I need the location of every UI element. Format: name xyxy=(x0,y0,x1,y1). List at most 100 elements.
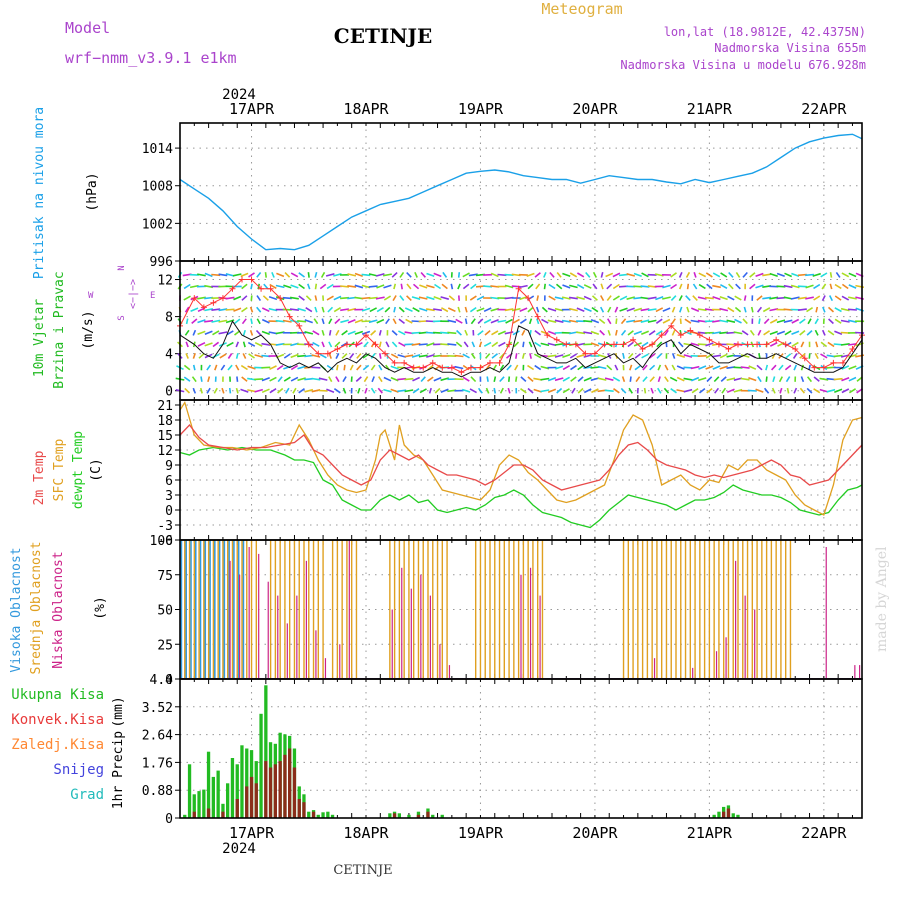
precip-conv-bar-21 xyxy=(727,809,730,819)
ytick-label-2-2: 0 xyxy=(165,504,173,519)
precip-total-bar-41 xyxy=(717,812,720,818)
day-label-top-2: 19APR xyxy=(458,100,504,118)
precip-total-bar-29 xyxy=(321,812,324,818)
precip-conv-bar-7 xyxy=(264,761,267,818)
year-bottom: 2024 xyxy=(222,841,256,857)
watermark: made by Angel xyxy=(874,546,890,652)
precip-total-bar-4 xyxy=(202,790,205,818)
compass-arrows: <−|−> xyxy=(128,279,139,309)
pressure-unit: (hPa) xyxy=(85,172,100,211)
ytick-label-0-3: 1014 xyxy=(142,142,173,157)
day-label-bottom-1: 18APR xyxy=(343,824,389,842)
precip-conv-bar-0 xyxy=(193,812,196,818)
ytick-label-4-0: 0 xyxy=(165,812,173,827)
ytick-label-4-4: 3.52 xyxy=(142,701,173,716)
model-label: Model xyxy=(65,19,110,37)
precip-conv-bar-6 xyxy=(255,783,258,818)
cloud-unit: (%) xyxy=(93,596,108,619)
ytick-label-1-2: 8 xyxy=(165,311,173,326)
precip-conv-bar-11 xyxy=(283,755,286,818)
precip-conv-bar-16 xyxy=(312,812,315,818)
elevation-text: Nadmorska Visina 655m xyxy=(714,41,866,55)
precip-conv-bar-19 xyxy=(426,812,429,818)
ytick-label-2-9: 21 xyxy=(157,399,173,414)
precip-total-bar-26 xyxy=(307,812,310,818)
precip-legend-frz: Zaledj.Kisa xyxy=(11,737,104,753)
precip-conv-bar-14 xyxy=(298,799,301,818)
ytick-label-3-2: 50 xyxy=(157,604,173,619)
ytick-label-4-5: 4.4 xyxy=(150,673,174,688)
ytick-label-3-4: 100 xyxy=(150,534,173,549)
wind-ylabel2: Brzina i Pravac xyxy=(52,271,67,388)
precip-total-bar-30 xyxy=(326,812,329,818)
precip-conv-bar-12 xyxy=(288,749,291,819)
precip-conv-bar-8 xyxy=(269,768,272,819)
ytick-label-0-1: 1002 xyxy=(142,217,173,232)
wind-unit: (m/s) xyxy=(81,310,96,349)
precip-conv-bar-3 xyxy=(236,799,239,818)
wind-ylabel: 10m Vjetar xyxy=(32,299,47,377)
temp-ylabel-sfc: SFC Temp xyxy=(52,439,67,502)
precip-total-bar-6 xyxy=(212,777,215,818)
temp-unit: (C) xyxy=(89,458,104,481)
precip-total-bar-5 xyxy=(207,752,210,818)
station-title: CETINJE xyxy=(334,24,432,48)
temp-ylabel-dew: dewpt Temp xyxy=(71,431,86,509)
precip-total-bar-3 xyxy=(197,791,200,818)
precip-total-bar-12 xyxy=(240,745,243,818)
product-title: Meteogram xyxy=(541,0,622,18)
precip-legend-snow: Snijeg xyxy=(53,762,104,778)
ytick-label-1-3: 12 xyxy=(157,274,173,289)
precip-ylabel: 1hr Precip xyxy=(111,731,126,809)
day-label-bottom-0: 17APR xyxy=(229,824,275,842)
precip-total-bar-9 xyxy=(226,783,229,818)
day-label-top-1: 18APR xyxy=(343,100,389,118)
day-label-bottom-5: 22APR xyxy=(801,824,847,842)
precip-conv-bar-5 xyxy=(250,777,253,818)
ytick-label-3-1: 25 xyxy=(157,638,173,653)
ytick-label-2-4: 6 xyxy=(165,474,173,489)
precip-conv-bar-2 xyxy=(221,812,224,818)
ytick-label-2-1: -3 xyxy=(157,519,173,534)
precip-legend-conv: Konvek.Kisa xyxy=(11,712,104,728)
precip-conv-bar-4 xyxy=(245,786,248,818)
model-elevation-text: Nadmorska Visina u modelu 676.928m xyxy=(620,58,866,72)
ytick-label-4-2: 1.76 xyxy=(142,756,173,771)
precip-legend-total: Ukupna Kisa xyxy=(11,687,104,703)
compass-w: W xyxy=(88,291,94,301)
cloud-ylabel-low: Niska Oblacnost xyxy=(51,551,66,668)
ytick-label-1-1: 4 xyxy=(165,348,173,363)
precip-conv-bar-15 xyxy=(302,802,305,818)
day-label-top-0: 17APR xyxy=(229,100,275,118)
day-label-top-5: 22APR xyxy=(801,100,847,118)
precip-total-bar-10 xyxy=(231,758,234,818)
day-label-bottom-4: 21APR xyxy=(687,824,733,842)
ytick-label-0-2: 1008 xyxy=(142,180,173,195)
pressure-ylabel: Pritisak na nivou mora xyxy=(32,107,47,279)
ytick-label-4-1: 0.88 xyxy=(142,784,173,799)
precip-conv-bar-1 xyxy=(207,809,210,819)
cloud-ylabel-high: Visoka Oblacnost xyxy=(9,547,24,672)
lonlat-text: lon,lat (18.9812E, 42.4375N) xyxy=(664,25,866,39)
precip-conv-bar-20 xyxy=(722,812,725,818)
ytick-label-0-0: 996 xyxy=(150,255,173,270)
model-name: wrf−nmm_v3.9.1 e1km xyxy=(65,49,237,67)
compass-e: E xyxy=(150,291,155,301)
ytick-label-4-3: 2.64 xyxy=(142,729,173,744)
day-label-top-3: 20APR xyxy=(572,100,618,118)
day-label-top-4: 21APR xyxy=(687,100,733,118)
precip-total-bar-1 xyxy=(188,764,191,818)
precip-total-bar-7 xyxy=(217,771,220,818)
compass-s: S xyxy=(117,315,127,320)
day-label-bottom-2: 19APR xyxy=(458,824,504,842)
footer-title: CETINJE xyxy=(333,863,392,878)
temp-ylabel-2m: 2m Temp xyxy=(32,450,47,505)
ytick-label-2-8: 18 xyxy=(157,414,173,429)
ytick-label-2-3: 3 xyxy=(165,489,173,504)
precip-total-bar-16 xyxy=(259,714,262,818)
precip-conv-bar-13 xyxy=(293,768,296,819)
ytick-label-1-0: 0 xyxy=(165,385,173,400)
precip-unit: (mm) xyxy=(111,696,126,727)
